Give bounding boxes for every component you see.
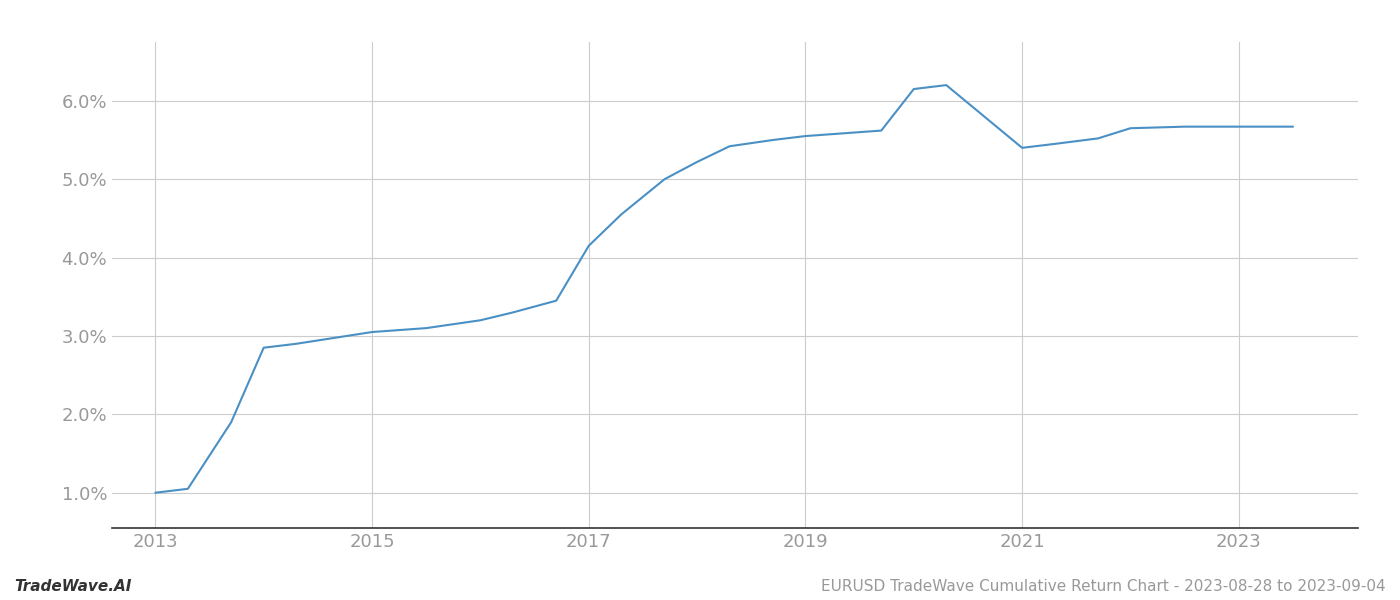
- Text: EURUSD TradeWave Cumulative Return Chart - 2023-08-28 to 2023-09-04: EURUSD TradeWave Cumulative Return Chart…: [822, 579, 1386, 594]
- Text: TradeWave.AI: TradeWave.AI: [14, 579, 132, 594]
